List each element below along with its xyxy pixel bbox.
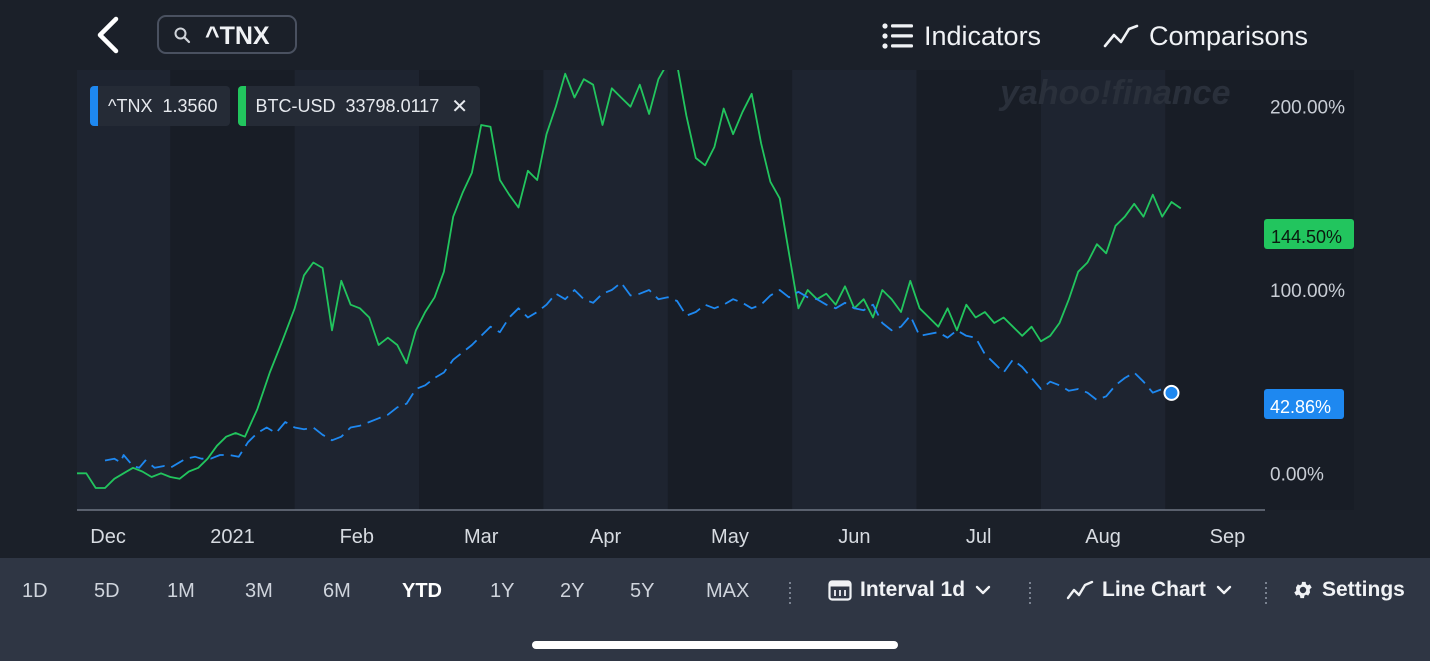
range-1m[interactable]: 1M (167, 580, 195, 602)
line-trend-icon (1103, 24, 1139, 48)
remove-comparison-icon[interactable]: ✕ (451, 95, 469, 118)
month-bands (170, 70, 1354, 510)
y-tick-label: 200.00% (1270, 98, 1345, 119)
btc-usd-series-line (77, 70, 1182, 489)
y-axis-ticks: 200.00% 100.00% 0.00% (1270, 98, 1345, 486)
indicators-label: Indicators (924, 20, 1042, 51)
x-tick-label: Jul (966, 526, 992, 548)
interval-selector[interactable]: Interval 1d (828, 578, 991, 602)
legend-value-btc: 33798.0117 (345, 95, 440, 116)
x-tick-label: Dec (90, 526, 126, 548)
indicators-button[interactable]: Indicators (882, 18, 1041, 54)
tnx-series-line (104, 281, 1172, 469)
comparisons-label: Comparisons (1149, 20, 1309, 51)
legend-color-btc (237, 86, 246, 126)
yahoo-finance-watermark: yahoo!finance (998, 74, 1230, 112)
month-band (1165, 70, 1354, 510)
legend-symbol-btc: BTC-USD (255, 95, 336, 116)
x-tick-label: Apr (590, 526, 621, 548)
chart-type-selector[interactable]: Line Chart (1066, 578, 1232, 602)
price-chart[interactable]: yahoo!finance Dec 2021 Feb Mar Apr May Jun Jul A… (0, 70, 1430, 558)
x-tick-label: Feb (340, 526, 374, 548)
legend: ^TNX 1.3560 BTC-USD 33798.0117 ✕ (90, 86, 488, 126)
toolbar-divider (1265, 582, 1267, 604)
range-5d[interactable]: 5D (94, 580, 120, 602)
range-1y[interactable]: 1Y (490, 580, 515, 602)
search-icon (174, 27, 191, 44)
chart-area[interactable]: yahoo!finance Dec 2021 Feb Mar Apr May Jun Jul A… (0, 70, 1430, 558)
x-tick-label: Aug (1085, 526, 1121, 548)
range-5y[interactable]: 5Y (630, 580, 655, 602)
calendar-icon (828, 580, 852, 601)
symbol-search-field[interactable]: ^TNX (157, 15, 297, 54)
btc-last-value-badge: 144.50% (1264, 219, 1354, 249)
toolbar-divider (789, 582, 791, 604)
list-icon (882, 23, 913, 49)
tnx-last-value-badge: 42.86% (1264, 389, 1344, 419)
back-button[interactable] (92, 14, 126, 56)
legend-color-tnx (90, 86, 98, 126)
legend-value-tnx: 1.3560 (162, 95, 218, 116)
x-axis-ticks: Dec 2021 Feb Mar Apr May Jun Jul Aug Sep (90, 526, 1245, 548)
x-tick-label: Mar (464, 526, 499, 548)
home-indicator (532, 641, 898, 649)
interval-label: Interval 1d (860, 578, 966, 601)
x-tick-label: 2021 (210, 526, 255, 548)
legend-item-btc[interactable]: BTC-USD 33798.0117 ✕ (237, 86, 481, 126)
tnx-badge-text: 42.86% (1270, 397, 1331, 417)
toolbar-divider (1029, 582, 1031, 604)
chart-type-label: Line Chart (1102, 578, 1206, 601)
range-1d[interactable]: 1D (22, 580, 48, 602)
chevron-down-icon (1216, 585, 1232, 595)
top-bar: ^TNX Indicators Comparisons (0, 0, 1430, 70)
comparisons-button[interactable]: Comparisons (1103, 18, 1308, 54)
chevron-down-icon (975, 585, 991, 595)
gear-icon (1294, 581, 1312, 599)
range-2y[interactable]: 2Y (560, 580, 585, 602)
month-band (170, 70, 295, 510)
month-band (667, 70, 793, 510)
settings-button[interactable]: Settings (1292, 578, 1405, 602)
y-tick-label: 100.00% (1270, 281, 1345, 302)
x-tick-label: Jun (838, 526, 870, 548)
settings-label: Settings (1322, 578, 1405, 601)
x-tick-label: Sep (1210, 526, 1246, 548)
series-layer (77, 70, 1182, 489)
search-value: ^TNX (205, 22, 270, 50)
range-3m[interactable]: 3M (245, 580, 273, 602)
legend-item-tnx[interactable]: ^TNX 1.3560 (90, 86, 230, 126)
range-6m[interactable]: 6M (323, 580, 351, 602)
range-ytd[interactable]: YTD (402, 580, 442, 602)
month-band (916, 70, 1041, 510)
btc-badge-text: 144.50% (1271, 227, 1342, 247)
chevron-left-icon (97, 16, 119, 54)
range-max[interactable]: MAX (706, 580, 750, 602)
legend-symbol-tnx: ^TNX (108, 95, 153, 116)
x-tick-label: May (711, 526, 749, 548)
y-tick-label: 0.00% (1270, 464, 1324, 485)
line-chart-icon (1066, 580, 1094, 600)
month-band (419, 70, 544, 510)
bottom-toolbar: 1D 5D 1M 3M 6M YTD 1Y 2Y 5Y MAX Interval… (0, 558, 1430, 661)
tnx-last-point-marker (1163, 384, 1180, 401)
